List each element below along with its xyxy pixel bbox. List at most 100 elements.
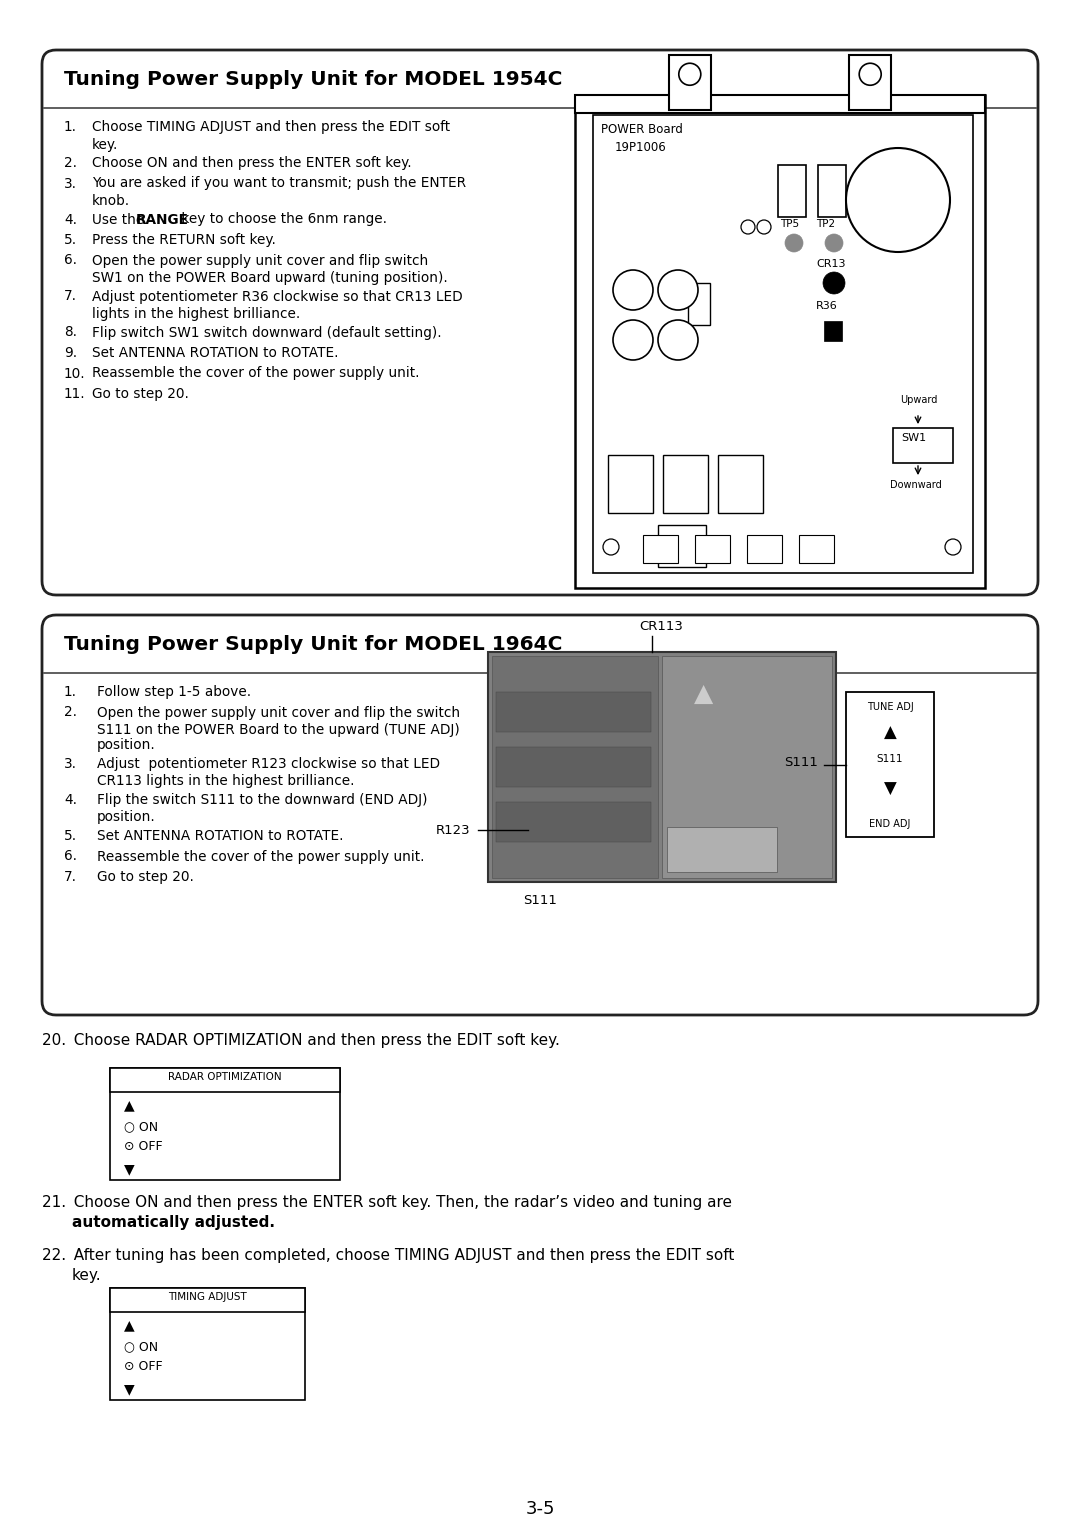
Text: 11.: 11. (64, 387, 85, 400)
Text: RANGE: RANGE (136, 212, 189, 226)
Text: 1.: 1. (64, 685, 77, 698)
Text: Upward: Upward (900, 396, 937, 405)
Bar (608, 455, 653, 513)
Circle shape (825, 234, 843, 252)
Text: 21. Choose ON and then press the ENTER soft key. Then, the radar’s video and tun: 21. Choose ON and then press the ENTER s… (42, 1195, 732, 1210)
Bar (110, 1288, 305, 1313)
Circle shape (823, 272, 845, 293)
Circle shape (613, 270, 653, 310)
Bar (496, 692, 651, 732)
Text: ▲: ▲ (124, 1319, 135, 1332)
Text: S111 on the POWER Board to the upward (TUNE ADJ): S111 on the POWER Board to the upward (T… (97, 723, 460, 736)
Text: 6.: 6. (64, 850, 77, 863)
Bar (663, 455, 708, 513)
Text: S111: S111 (784, 756, 818, 770)
Text: Press the RETURN soft key.: Press the RETURN soft key. (92, 232, 275, 248)
Text: Choose TIMING ADJUST and then press the EDIT soft: Choose TIMING ADJUST and then press the … (92, 121, 450, 134)
Bar (696, 535, 730, 562)
Text: 4.: 4. (64, 793, 77, 807)
Text: S111: S111 (877, 753, 903, 764)
Circle shape (679, 63, 701, 86)
Bar (110, 1068, 340, 1180)
Text: R123: R123 (436, 824, 471, 837)
Text: S111: S111 (523, 894, 557, 908)
Bar (778, 165, 806, 217)
Bar (818, 165, 846, 217)
Text: TP5: TP5 (780, 219, 799, 229)
Bar (824, 321, 842, 341)
Circle shape (785, 234, 804, 252)
Text: knob.: knob. (92, 194, 130, 208)
Text: 5.: 5. (64, 232, 77, 248)
Text: 1.: 1. (64, 121, 77, 134)
Text: CR113: CR113 (639, 620, 683, 633)
Text: 4.: 4. (64, 212, 77, 226)
Circle shape (846, 148, 950, 252)
Circle shape (658, 270, 698, 310)
Text: 7.: 7. (64, 869, 77, 885)
Text: ▲: ▲ (694, 681, 714, 706)
Bar (110, 1068, 340, 1093)
Bar (893, 428, 953, 463)
Bar (718, 455, 762, 513)
Text: key.: key. (92, 138, 119, 151)
Bar (575, 95, 985, 113)
Bar (846, 692, 934, 837)
Text: RADAR OPTIMIZATION: RADAR OPTIMIZATION (168, 1073, 282, 1082)
Text: 2.: 2. (64, 156, 77, 170)
Text: 8.: 8. (64, 325, 77, 339)
Text: TUNE ADJ: TUNE ADJ (866, 701, 914, 712)
Text: Set ANTENNA ROTATION to ROTATE.: Set ANTENNA ROTATION to ROTATE. (92, 345, 338, 361)
Bar (658, 526, 706, 567)
Bar (799, 535, 834, 562)
Text: ▼: ▼ (883, 779, 896, 798)
Bar (662, 656, 832, 879)
Circle shape (613, 319, 653, 361)
Text: 20. Choose RADAR OPTIMIZATION and then press the EDIT soft key.: 20. Choose RADAR OPTIMIZATION and then p… (42, 1033, 559, 1048)
Circle shape (603, 539, 619, 555)
Bar (669, 55, 711, 110)
Text: SW1 on the POWER Board upward (tuning position).: SW1 on the POWER Board upward (tuning po… (92, 270, 448, 286)
Bar (488, 652, 836, 882)
FancyBboxPatch shape (42, 50, 1038, 594)
Bar (667, 827, 777, 872)
Bar (688, 283, 710, 325)
Text: ⊙ OFF: ⊙ OFF (124, 1140, 163, 1154)
Text: TP2: TP2 (816, 219, 835, 229)
Text: You are asked if you want to transmit; push the ENTER: You are asked if you want to transmit; p… (92, 177, 467, 191)
Bar (747, 535, 782, 562)
Text: CR113 lights in the highest brilliance.: CR113 lights in the highest brilliance. (97, 775, 354, 788)
Bar (110, 1288, 305, 1400)
Text: Open the power supply unit cover and flip the switch: Open the power supply unit cover and fli… (97, 706, 460, 720)
Circle shape (757, 220, 771, 234)
Text: ○ ON: ○ ON (124, 1120, 158, 1132)
Text: Adjust  potentiometer R123 clockwise so that LED: Adjust potentiometer R123 clockwise so t… (97, 756, 440, 772)
Text: ▲: ▲ (883, 724, 896, 743)
Text: 19P1006: 19P1006 (615, 141, 666, 154)
Text: POWER Board: POWER Board (600, 122, 683, 136)
Text: CR13: CR13 (816, 260, 846, 269)
Circle shape (658, 319, 698, 361)
Text: Set ANTENNA ROTATION to ROTATE.: Set ANTENNA ROTATION to ROTATE. (97, 830, 343, 843)
Text: Downward: Downward (890, 480, 942, 490)
Text: Reassemble the cover of the power supply unit.: Reassemble the cover of the power supply… (97, 850, 424, 863)
Text: 3-5: 3-5 (525, 1500, 555, 1517)
Text: ○ ON: ○ ON (124, 1340, 158, 1352)
Text: Choose ON and then press the ENTER soft key.: Choose ON and then press the ENTER soft … (92, 156, 411, 170)
Bar (575, 95, 985, 588)
Text: lights in the highest brilliance.: lights in the highest brilliance. (92, 307, 300, 321)
Bar (492, 656, 658, 879)
Text: SW1: SW1 (901, 432, 927, 443)
Bar (593, 115, 973, 573)
Text: Use the: Use the (92, 212, 149, 226)
Text: Flip the switch S111 to the downward (END ADJ): Flip the switch S111 to the downward (EN… (97, 793, 428, 807)
Text: 3.: 3. (64, 177, 77, 191)
Text: ▼: ▼ (124, 1161, 135, 1177)
Text: TIMING ADJUST: TIMING ADJUST (168, 1293, 247, 1302)
Text: 3.: 3. (64, 756, 77, 772)
Text: Go to step 20.: Go to step 20. (97, 869, 194, 885)
Text: Follow step 1-5 above.: Follow step 1-5 above. (97, 685, 252, 698)
Text: key to choose the 6nm range.: key to choose the 6nm range. (177, 212, 387, 226)
Bar (496, 802, 651, 842)
Text: R36: R36 (816, 301, 838, 312)
